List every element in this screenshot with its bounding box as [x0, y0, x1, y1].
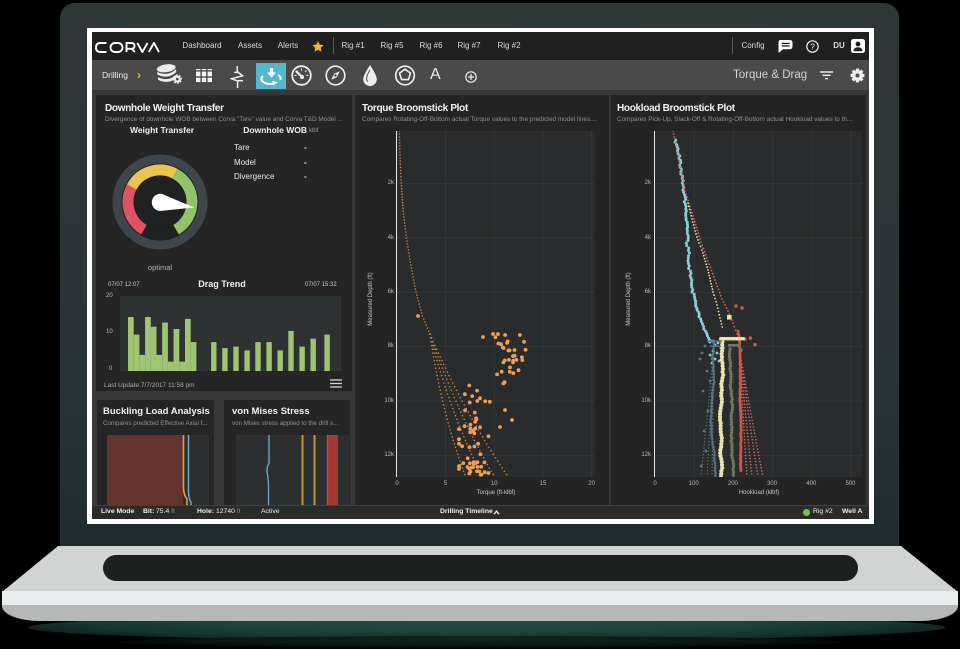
svg-text:?: ? [810, 41, 815, 51]
